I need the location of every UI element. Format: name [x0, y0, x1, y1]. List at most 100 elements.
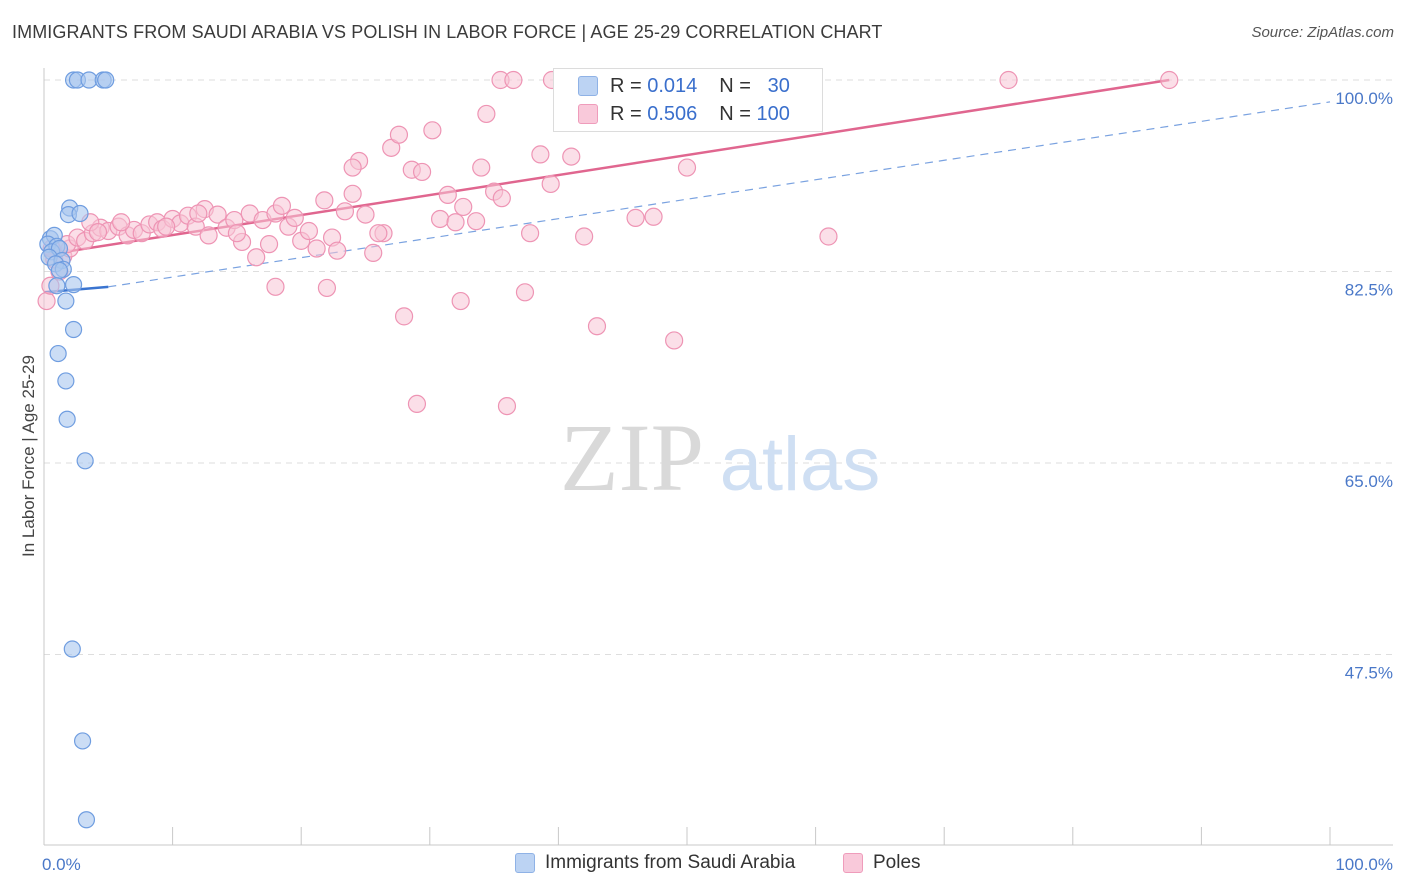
poles-point[interactable] — [430, 209, 450, 229]
y-axis-label: In Labor Force | Age 25-29 — [19, 355, 38, 557]
poles-point[interactable] — [466, 212, 486, 231]
poles-point[interactable] — [364, 243, 383, 262]
poles-point[interactable] — [819, 227, 838, 246]
poles-point[interactable] — [285, 208, 304, 227]
stats-legend: R = 0.014 N = 30 R = 0.506 N = 100 — [553, 68, 823, 132]
poles-point[interactable] — [394, 307, 414, 326]
poles-point[interactable] — [531, 145, 550, 164]
saudi-point[interactable] — [50, 261, 69, 280]
saudi-point[interactable] — [63, 640, 81, 658]
n-value: 30 — [767, 74, 790, 97]
y-tick-label: 82.5% — [1345, 281, 1393, 300]
source-label: Source: ZipAtlas.com — [1251, 24, 1394, 41]
saudi-point[interactable] — [64, 276, 83, 294]
poles-point[interactable] — [423, 121, 442, 140]
legend-item-saudi[interactable]: Immigrants from Saudi Arabia — [515, 852, 795, 874]
poles-point[interactable] — [492, 189, 511, 208]
chart-title: IMMIGRANTS FROM SAUDI ARABIA VS POLISH I… — [12, 22, 883, 42]
poles-point[interactable] — [343, 184, 362, 203]
poles-point[interactable] — [562, 147, 581, 166]
poles-point[interactable] — [451, 291, 470, 311]
poles-point[interactable] — [1160, 70, 1179, 90]
saudi-point[interactable] — [57, 292, 75, 310]
poles-point[interactable] — [369, 224, 388, 243]
poles-point[interactable] — [356, 205, 375, 224]
legend-item-poles[interactable]: Poles — [843, 852, 921, 874]
legend-label-saudi: Immigrants from Saudi Arabia — [545, 852, 796, 873]
poles-point[interactable] — [521, 224, 540, 243]
poles-point[interactable] — [504, 70, 523, 90]
poles-point[interactable] — [317, 278, 337, 298]
saudi-point[interactable] — [76, 452, 94, 470]
r-label: R = — [610, 102, 642, 125]
saudi-swatch — [515, 853, 535, 873]
poles-point[interactable] — [497, 396, 517, 416]
poles-point[interactable] — [472, 158, 491, 177]
n-label: N = — [719, 74, 751, 97]
poles-point[interactable] — [227, 224, 246, 243]
poles-point[interactable] — [644, 207, 663, 226]
watermark-atlas: atlas — [720, 422, 881, 507]
poles-point[interactable] — [343, 158, 362, 177]
saudi-point[interactable] — [73, 732, 92, 750]
poles-point[interactable] — [189, 204, 208, 223]
poles-point[interactable] — [299, 221, 319, 241]
y-tick-label: 100.0% — [1335, 89, 1393, 108]
poles-point[interactable] — [112, 213, 131, 232]
saudi-point[interactable] — [58, 410, 76, 428]
poles-point[interactable] — [454, 197, 473, 217]
grid-lines — [44, 79, 1393, 655]
r-label: R = — [610, 74, 642, 97]
saudi-swatch — [578, 76, 598, 96]
y-tick-label: 47.5% — [1345, 664, 1393, 683]
poles-point[interactable] — [335, 202, 355, 221]
poles-point[interactable] — [575, 227, 594, 246]
stats-row-saudi: R = 0.014 N = 30 — [578, 74, 790, 98]
poles-point[interactable] — [407, 394, 427, 414]
poles-point[interactable] — [157, 217, 176, 236]
series-saudi-points — [39, 71, 115, 829]
poles-point[interactable] — [259, 235, 279, 254]
saudi-point[interactable] — [49, 344, 67, 363]
axes — [43, 68, 1393, 846]
saudi-point[interactable] — [77, 811, 96, 829]
y-tick-label: 65.0% — [1345, 472, 1393, 491]
saudi-point[interactable] — [57, 372, 75, 390]
poles-point[interactable] — [266, 277, 285, 296]
saudi-point[interactable] — [71, 204, 89, 223]
poles-point[interactable] — [247, 248, 266, 267]
saudi-point[interactable] — [64, 320, 83, 339]
poles-point[interactable] — [477, 104, 496, 124]
x-tick-label: 100.0% — [1335, 855, 1393, 874]
poles-point[interactable] — [446, 213, 465, 232]
poles-point[interactable] — [999, 70, 1018, 90]
saudi-trend-extension — [108, 101, 1331, 288]
poles-point[interactable] — [412, 162, 432, 182]
poles-point[interactable] — [37, 291, 56, 311]
poles-point[interactable] — [307, 239, 326, 258]
poles-swatch — [843, 853, 863, 873]
tick-labels: 100.0% 82.5% 65.0% 47.5% 0.0% 100.0% — [42, 89, 1393, 874]
poles-point[interactable] — [208, 205, 227, 224]
poles-point[interactable] — [328, 241, 347, 260]
poles-point[interactable] — [272, 196, 292, 215]
poles-point[interactable] — [541, 174, 560, 194]
stats-row-poles: R = 0.506 N = 100 — [578, 102, 790, 126]
poles-point[interactable] — [515, 283, 535, 302]
poles-point[interactable] — [438, 185, 457, 204]
n-value: 100 — [756, 102, 790, 125]
n-label: N = — [719, 102, 751, 125]
bottom-legend: Immigrants from Saudi Arabia Poles — [0, 852, 1406, 878]
poles-point[interactable] — [665, 331, 684, 350]
saudi-point[interactable] — [97, 71, 115, 89]
poles-point[interactable] — [626, 208, 645, 227]
poles-point[interactable] — [88, 223, 108, 242]
poles-point[interactable] — [389, 125, 409, 144]
saudi-point[interactable] — [48, 277, 66, 295]
poles-point[interactable] — [315, 191, 334, 210]
poles-point[interactable] — [199, 226, 218, 245]
x-tick-label: 0.0% — [42, 855, 81, 874]
poles-point[interactable] — [587, 317, 607, 336]
poles-point[interactable] — [677, 158, 697, 177]
